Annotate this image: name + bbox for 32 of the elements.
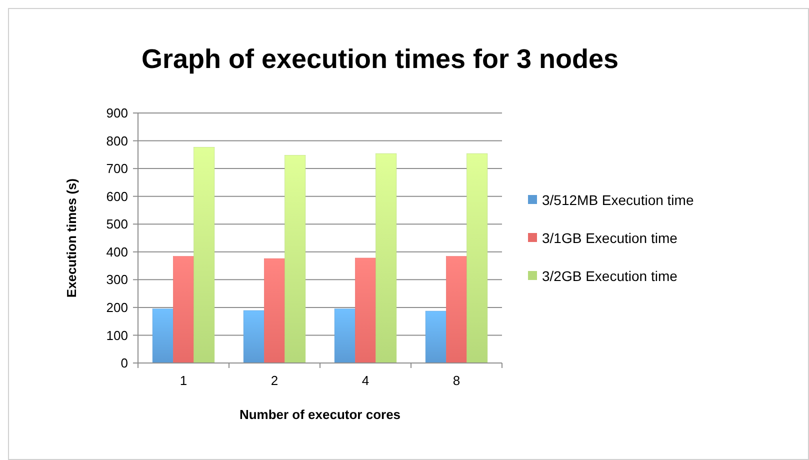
bar xyxy=(425,310,446,364)
bar xyxy=(264,258,285,364)
bar xyxy=(173,256,194,364)
bar xyxy=(355,258,376,364)
y-tick-label: 300 xyxy=(106,272,128,288)
y-tick-label: 0 xyxy=(120,356,128,371)
y-tick-label: 700 xyxy=(106,161,128,176)
y-tick-label: 400 xyxy=(106,244,128,260)
x-axis-title: Number of executor cores xyxy=(239,407,401,422)
bar xyxy=(284,155,306,364)
y-tick-label: 500 xyxy=(106,216,128,232)
x-tick-label: 8 xyxy=(452,373,460,388)
bar xyxy=(194,147,215,364)
y-tick-label: 800 xyxy=(106,133,128,148)
x-tick-label: 1 xyxy=(180,373,188,388)
bar xyxy=(466,153,488,364)
bar xyxy=(152,308,174,364)
y-tick-label: 200 xyxy=(106,300,128,315)
y-tick-label: 600 xyxy=(106,188,128,204)
legend-label: 3/512MB Execution time xyxy=(542,192,694,208)
x-tick-label: 2 xyxy=(270,373,278,388)
legend-label: 3/1GB Execution time xyxy=(542,230,678,246)
x-tick-label: 4 xyxy=(362,373,370,388)
legend-label: 3/2GB Execution time xyxy=(542,268,678,284)
bar xyxy=(376,153,397,364)
bar xyxy=(243,310,264,364)
bar xyxy=(446,256,467,364)
bar xyxy=(334,308,356,364)
y-tick-label: 900 xyxy=(106,106,128,121)
chart-title: Graph of execution times for 3 nodes xyxy=(141,44,619,74)
y-axis-title: Execution times (s) xyxy=(64,178,79,298)
y-tick-label: 100 xyxy=(106,328,128,343)
